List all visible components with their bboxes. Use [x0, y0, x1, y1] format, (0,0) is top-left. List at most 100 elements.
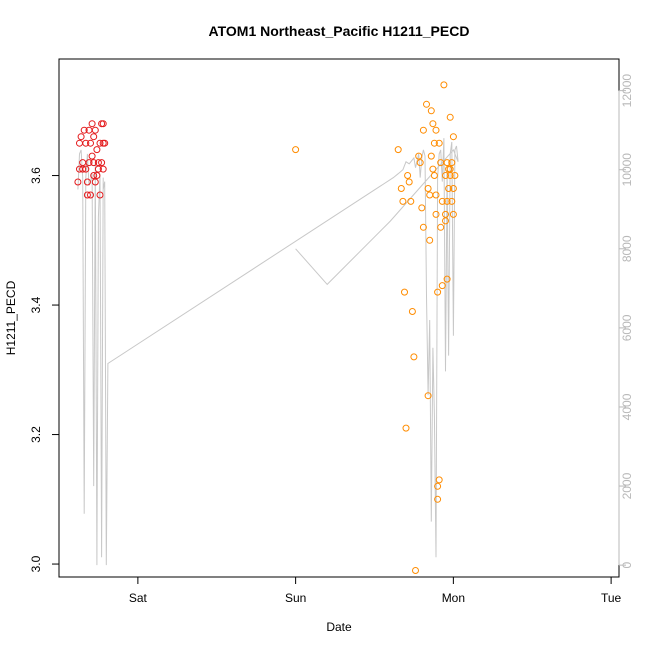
data-point-series-2 [419, 223, 427, 231]
data-point-series-2 [423, 100, 430, 108]
data-point-series-2 [410, 353, 418, 361]
chart-title: ATOM1 Northeast_Pacific H1211_PECD [209, 23, 470, 39]
data-point-series-1 [80, 126, 88, 134]
data-point-series-2 [394, 146, 402, 154]
data-point-series-1 [85, 159, 93, 167]
data-point-series-1 [99, 120, 107, 128]
data-point-series-1 [82, 165, 90, 173]
data-point-series-2 [449, 133, 457, 141]
data-point-series-2 [418, 204, 426, 212]
data-point-series-1 [91, 126, 99, 134]
data-point-series-2 [443, 159, 451, 167]
x-axis-label: Date [326, 620, 352, 634]
data-point-series-2 [412, 567, 419, 574]
x-tick-label: Sat [129, 591, 148, 605]
data-point-series-1 [91, 178, 99, 186]
x-tick-label: Tue [601, 591, 622, 605]
data-point-series-1 [90, 172, 98, 179]
data-point-series-1 [94, 165, 102, 173]
right-tick-label: 8000 [620, 235, 634, 262]
data-point-series-2 [435, 139, 443, 147]
data-point-series-2 [419, 126, 427, 134]
y-tick-label: 3.6 [29, 167, 43, 184]
x-tick-label: Sun [285, 591, 306, 605]
data-point-series-2 [424, 185, 432, 192]
data-point-series-2 [432, 191, 440, 199]
data-point-series-2 [435, 476, 443, 484]
data-point-series-1 [83, 178, 91, 186]
data-point-series-2 [424, 392, 432, 400]
data-point-series-2 [408, 308, 416, 315]
data-point-series-2 [445, 185, 453, 192]
data-point-series-1 [96, 139, 104, 147]
data-point-series-2 [427, 107, 435, 115]
data-point-series-2 [434, 288, 442, 296]
data-point-series-2 [434, 482, 442, 490]
data-point-series-1 [90, 159, 98, 167]
right-tick-label: 2000 [620, 472, 634, 499]
data-point-series-2 [432, 126, 440, 134]
data-point-series-1 [88, 120, 96, 128]
data-point-series-2 [438, 197, 446, 205]
data-point-series-1 [93, 172, 101, 179]
data-point-series-2 [404, 172, 412, 179]
right-axis: 0 2000 4000 6000 8000 10000 12000 [618, 74, 634, 568]
data-point-series-2 [402, 424, 410, 432]
data-point-series-2 [451, 172, 459, 179]
data-point-series-1 [93, 146, 101, 154]
data-point-series-2 [437, 223, 445, 231]
y-tick-label: 3.2 [29, 426, 43, 443]
data-point-series-1 [87, 191, 94, 199]
data-point-series-2 [449, 210, 457, 218]
data-point-series-1 [98, 159, 106, 167]
data-point-series-1 [96, 191, 104, 199]
points-layer [74, 81, 459, 574]
y-axis: 3.0 3.2 3.4 3.6 [29, 167, 60, 572]
y-tick-label: 3.0 [29, 555, 43, 572]
data-point-series-2 [429, 120, 437, 128]
y-axis-label: H1211_PECD [4, 280, 18, 355]
data-point-series-2 [432, 210, 440, 218]
data-point-series-2 [446, 165, 454, 173]
data-point-series-2 [401, 288, 408, 296]
data-point-series-1 [87, 139, 94, 147]
data-point-series-2 [399, 197, 407, 205]
data-point-series-2 [415, 152, 423, 160]
right-tick-label: 10000 [620, 153, 634, 187]
right-tick-label: 12000 [620, 74, 634, 108]
data-point-series-1 [101, 139, 109, 147]
data-point-series-2 [449, 185, 457, 192]
data-point-series-2 [442, 210, 449, 218]
data-point-series-2 [443, 197, 451, 205]
data-point-series-2 [438, 282, 446, 290]
right-tick-label: 6000 [620, 314, 634, 341]
right-tick-label: 4000 [620, 393, 634, 420]
y-tick-label: 3.4 [29, 296, 43, 313]
data-point-series-2 [429, 165, 437, 173]
data-point-series-2 [446, 113, 454, 121]
data-point-series-2 [448, 159, 456, 167]
data-point-series-1 [83, 191, 91, 199]
data-point-series-1 [99, 165, 107, 173]
data-point-series-2 [443, 275, 451, 283]
data-point-series-2 [427, 152, 435, 160]
data-point-series-1 [74, 178, 82, 186]
data-point-series-2 [416, 159, 424, 167]
data-point-series-2 [430, 139, 438, 147]
data-point-series-2 [292, 146, 300, 154]
data-point-series-1 [77, 133, 85, 141]
data-point-series-2 [397, 185, 405, 192]
data-point-series-2 [405, 178, 413, 186]
data-point-series-2 [407, 197, 415, 205]
data-point-series-2 [434, 495, 442, 503]
data-point-series-1 [88, 152, 96, 160]
data-point-series-2 [448, 197, 456, 205]
x-tick-label: Mon [442, 591, 465, 605]
right-tick-label: 0 [620, 561, 634, 568]
data-point-series-1 [79, 165, 87, 173]
x-axis: Sat Sun Mon Tue [129, 576, 622, 605]
data-point-series-2 [426, 236, 434, 244]
data-point-series-1 [82, 139, 90, 147]
